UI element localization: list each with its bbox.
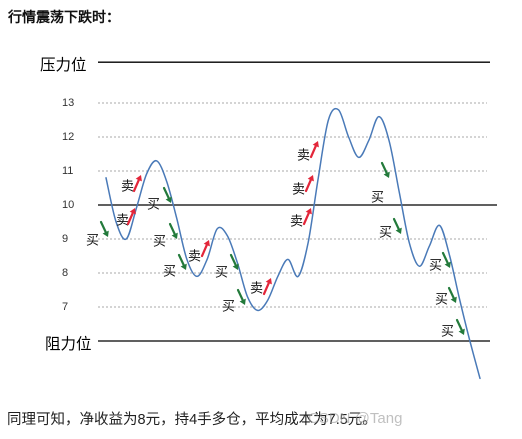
arrow-head	[305, 208, 312, 215]
buy-arrow	[177, 253, 187, 270]
arrow-head	[129, 208, 136, 215]
sell-arrow	[200, 240, 210, 258]
sell-arrow	[262, 278, 272, 296]
arrow-head	[135, 175, 142, 182]
buy-label: 买	[86, 233, 99, 248]
buy-label: 买	[379, 225, 392, 240]
buy-label: 买	[441, 324, 454, 339]
buy-arrow	[447, 286, 457, 303]
arrow-head	[383, 171, 390, 178]
sell-label: 卖	[188, 249, 201, 264]
buy-label: 买	[222, 299, 235, 314]
buy-arrow	[392, 217, 402, 234]
buy-arrow	[441, 251, 451, 268]
buy-label: 买	[215, 265, 228, 280]
reference-label: 阻力位	[45, 335, 92, 353]
arrow-shaft	[304, 178, 312, 193]
buy-arrow	[455, 318, 465, 335]
arrow-shaft	[99, 220, 107, 234]
arrow-shaft	[132, 178, 140, 193]
arrow-shaft	[380, 161, 388, 175]
sell-arrow	[126, 208, 136, 226]
sell-label: 卖	[116, 213, 129, 228]
sell-arrow	[309, 141, 319, 159]
buy-arrow	[168, 222, 178, 239]
arrow-head	[239, 298, 246, 305]
arrow-shaft	[309, 144, 317, 159]
arrow-head	[203, 240, 210, 247]
buy-label: 买	[153, 234, 166, 249]
y-tick-label: 13	[62, 97, 74, 109]
arrow-head	[165, 196, 172, 203]
arrow-shaft	[168, 222, 176, 236]
sell-label: 卖	[297, 148, 310, 163]
watermark: CSDN @Tang	[308, 410, 403, 427]
arrow-head	[180, 263, 187, 270]
reference-label: 压力位	[40, 56, 87, 74]
y-tick-label: 7	[62, 301, 68, 313]
arrow-head	[444, 261, 451, 268]
arrow-shaft	[162, 186, 170, 200]
y-tick-label: 9	[62, 233, 68, 245]
page-title: 行情震荡下跌时：	[8, 9, 120, 25]
arrow-head	[232, 263, 239, 270]
grid-layer: 13 12 11 10 9 8 7	[62, 97, 497, 313]
y-tick-label: 10	[62, 199, 74, 211]
arrow-shaft	[126, 211, 134, 226]
y-tick-label: 11	[62, 165, 73, 177]
sell-arrow	[304, 175, 314, 193]
price-line	[105, 107, 481, 380]
arrow-head	[171, 232, 178, 239]
arrow-head	[458, 328, 465, 335]
buy-label: 买	[163, 264, 176, 279]
buy-label: 买	[435, 292, 448, 307]
arrow-shaft	[229, 253, 237, 267]
arrow-shaft	[200, 243, 208, 258]
sell-label: 卖	[292, 182, 305, 197]
arrow-head	[307, 175, 314, 182]
buy-label: 买	[147, 197, 160, 212]
buy-arrow	[229, 253, 239, 270]
buy-arrow	[380, 161, 390, 178]
arrow-head	[265, 278, 272, 285]
sell-label: 卖	[250, 281, 263, 296]
buy-label: 买	[371, 190, 384, 205]
arrow-shaft	[177, 253, 185, 267]
arrow-head	[395, 227, 402, 234]
curve-layer	[105, 107, 481, 380]
y-tick-label: 12	[62, 131, 74, 143]
arrow-shaft	[455, 318, 463, 332]
arrow-shaft	[262, 281, 270, 296]
arrow-shaft	[392, 217, 400, 231]
arrow-head	[102, 230, 109, 237]
arrow-shaft	[236, 288, 244, 302]
arrow-head	[312, 141, 319, 148]
arrow-shaft	[441, 251, 449, 265]
sell-label: 卖	[121, 179, 134, 194]
buy-arrow	[236, 288, 246, 305]
buy-arrow	[162, 186, 172, 203]
buy-label: 买	[429, 258, 442, 273]
sell-arrow	[302, 208, 312, 226]
sell-arrow	[132, 175, 142, 193]
conclusion-text: 同理可知，净收益为8元，持4手多仓，平均成本为7.5元。	[7, 412, 377, 428]
y-tick-label: 8	[62, 267, 68, 279]
buy-arrow	[99, 220, 109, 237]
arrow-shaft	[447, 286, 455, 300]
arrow-head	[450, 296, 457, 303]
sell-label: 卖	[290, 214, 303, 229]
arrow-shaft	[302, 211, 310, 226]
